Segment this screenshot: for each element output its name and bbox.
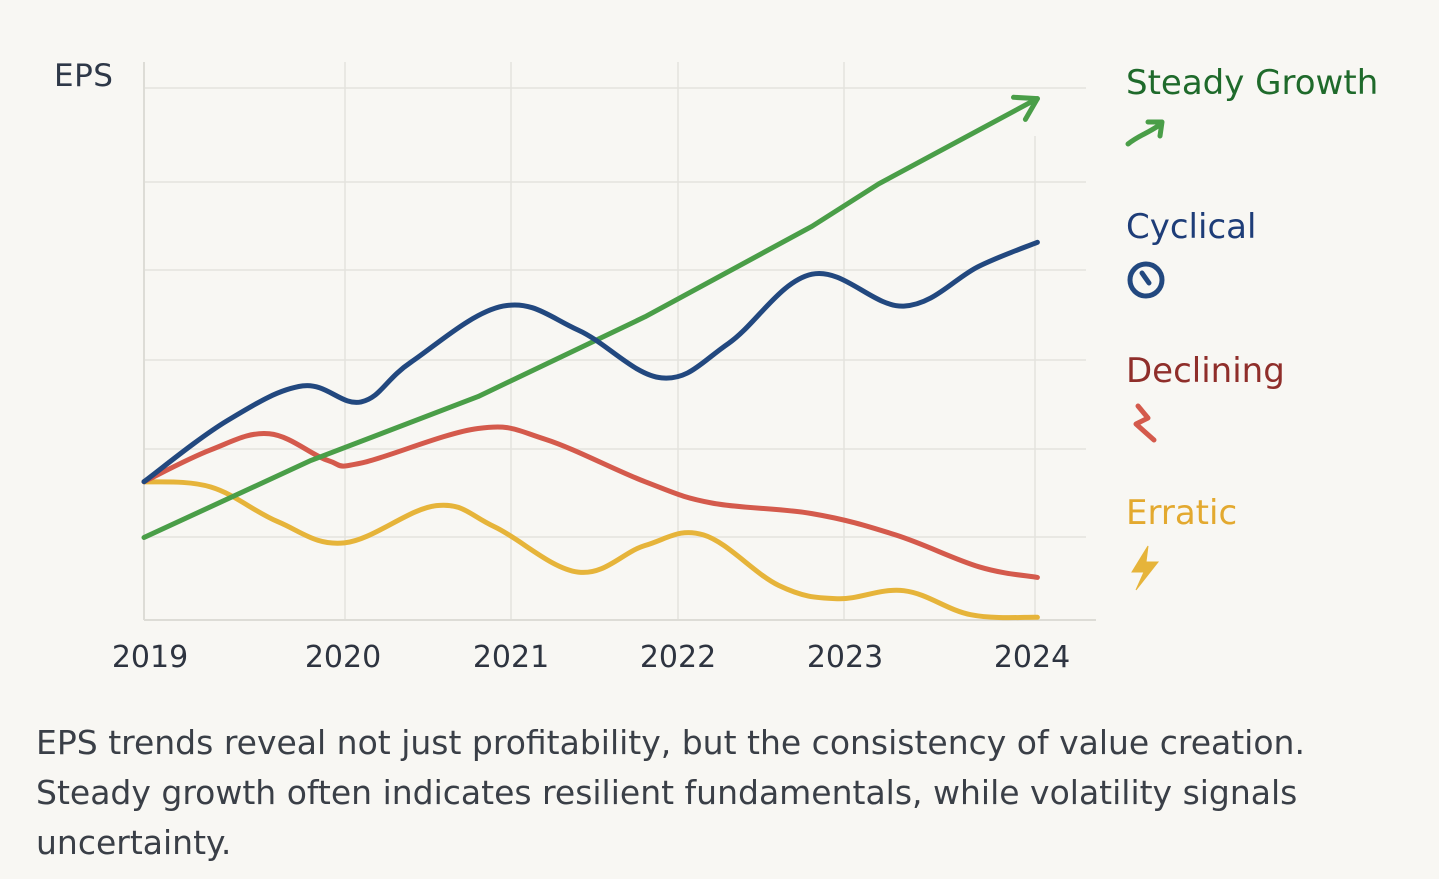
legend-label-declining: Declining [1126, 351, 1285, 391]
series-line-erratic [141, 479, 1040, 621]
y-axis-label: EPS [54, 58, 114, 94]
x-tick-label: 2020 [304, 640, 382, 675]
x-tick-label: 2022 [639, 640, 717, 675]
series-lines [141, 94, 1040, 621]
x-tick-label: 2019 [111, 640, 189, 675]
grid [143, 62, 1096, 621]
x-tick-label: 2023 [806, 640, 884, 675]
series-line-cyclical [141, 239, 1040, 485]
series-line-declining [141, 424, 1040, 580]
series-line-steady-growth [141, 96, 1040, 540]
lightning-icon [1131, 545, 1160, 591]
steady-growth-arrowhead [1011, 94, 1040, 122]
arrow-up-right-icon [1125, 119, 1165, 147]
x-tick-label: 2024 [993, 640, 1071, 675]
legend-label-erratic: Erratic [1126, 493, 1238, 533]
legend-label-steady-growth: Steady Growth [1126, 63, 1379, 103]
clock-icon [1127, 261, 1165, 299]
legend-label-cyclical: Cyclical [1126, 207, 1257, 247]
zigzag-down-icon [1133, 403, 1157, 443]
x-tick-label: 2021 [472, 640, 550, 675]
chart-caption: EPS trends reveal not just profitability… [36, 723, 1305, 862]
